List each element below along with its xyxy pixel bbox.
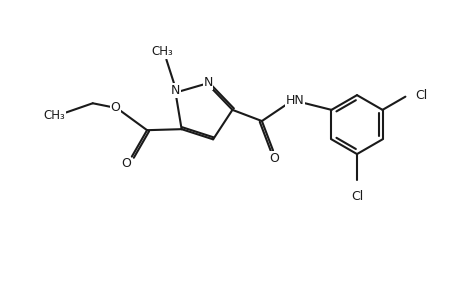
Text: O: O xyxy=(111,101,120,114)
Text: Cl: Cl xyxy=(414,88,427,102)
Text: O: O xyxy=(269,152,279,165)
Text: N: N xyxy=(170,84,180,97)
Text: HN: HN xyxy=(285,94,303,107)
Text: Cl: Cl xyxy=(350,190,362,202)
Text: N: N xyxy=(203,76,212,89)
Text: CH₃: CH₃ xyxy=(43,109,65,122)
Text: CH₃: CH₃ xyxy=(151,45,173,58)
Text: O: O xyxy=(121,157,130,170)
